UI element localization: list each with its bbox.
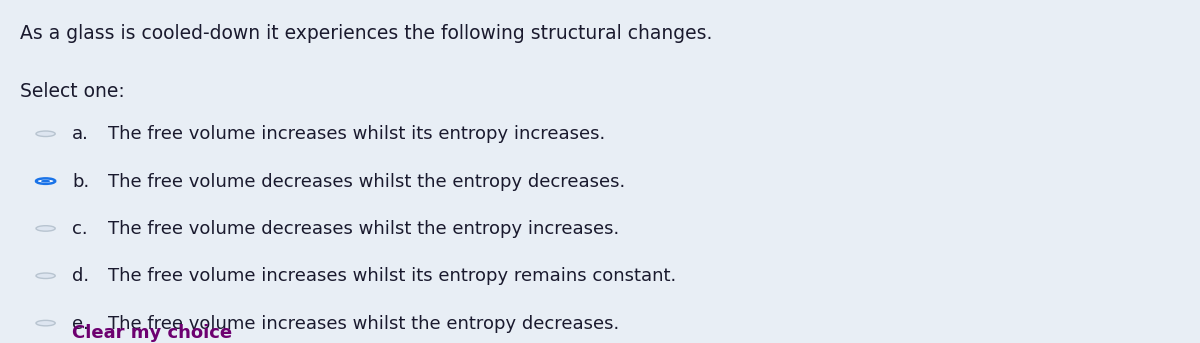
Text: d.: d. [72,267,89,285]
Circle shape [36,226,55,231]
Circle shape [36,273,55,279]
Text: Select one:: Select one: [20,82,125,101]
Circle shape [36,178,55,184]
Circle shape [36,131,55,137]
Text: The free volume increases whilst its entropy remains constant.: The free volume increases whilst its ent… [108,267,677,285]
Text: Clear my choice: Clear my choice [72,324,232,342]
Text: As a glass is cooled-down it experiences the following structural changes.: As a glass is cooled-down it experiences… [20,24,713,43]
Circle shape [41,180,50,182]
Text: The free volume increases whilst the entropy decreases.: The free volume increases whilst the ent… [108,315,619,332]
Text: The free volume decreases whilst the entropy decreases.: The free volume decreases whilst the ent… [108,173,625,190]
Text: e.: e. [72,315,89,332]
Text: b.: b. [72,173,89,190]
Text: The free volume increases whilst its entropy increases.: The free volume increases whilst its ent… [108,125,605,143]
Text: a.: a. [72,125,89,143]
Circle shape [36,320,55,326]
Text: The free volume decreases whilst the entropy increases.: The free volume decreases whilst the ent… [108,220,619,238]
Text: c.: c. [72,220,88,238]
